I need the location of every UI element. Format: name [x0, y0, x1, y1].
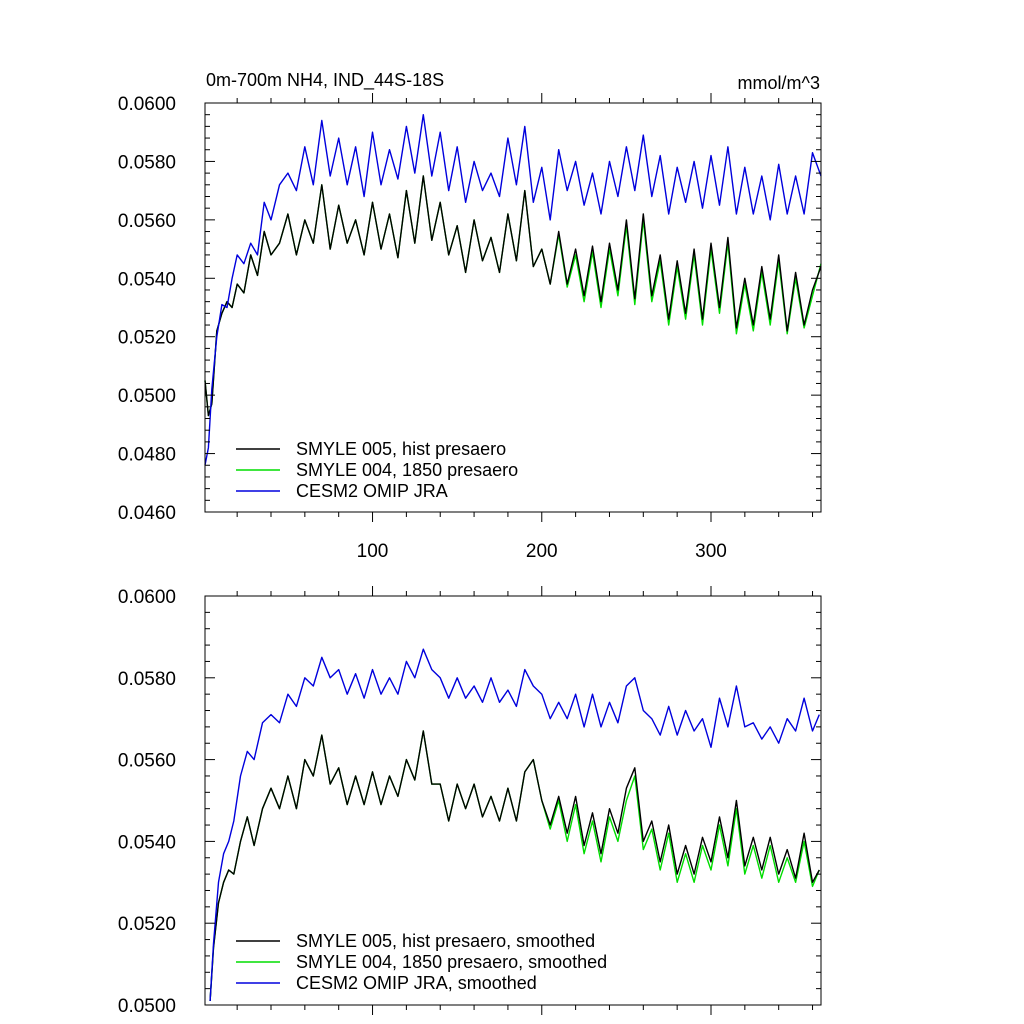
- series-line-omip: [204, 114, 822, 466]
- y-tick-label: 0.0580: [118, 669, 176, 690]
- plot-frame: [204, 595, 822, 1006]
- y-tick-label: 0.0500: [118, 386, 176, 407]
- y-tick-label: 0.0600: [118, 94, 176, 115]
- series-line-omip: [209, 648, 820, 1001]
- bottom-chart-panel: 0.0500 0.0520 0.0540 0.0560 0.0580 0.0600 SMY…: [118, 586, 822, 1017]
- legend-label: CESM2 OMIP JRA: [296, 481, 448, 501]
- y-tick-label: 0.0560: [118, 751, 176, 772]
- series-line-hist: [209, 730, 820, 1001]
- y-tick-label: 0.0540: [118, 269, 176, 290]
- x-tick-label: 300: [695, 541, 727, 562]
- legend-label: SMYLE 004, 1850 presaero, smoothed: [296, 952, 607, 972]
- legend-label: SMYLE 004, 1850 presaero: [296, 460, 518, 480]
- legend: SMYLE 005, hist presaero, smoothedSMYLE …: [236, 931, 607, 993]
- y-tick-label: 0.0560: [118, 211, 176, 232]
- y-tick-label: 0.0580: [118, 152, 176, 173]
- chart-title: 0m-700m NH4, IND_44S-18S: [206, 70, 444, 91]
- units-label: mmol/m^3: [738, 73, 820, 93]
- top-chart-panel: 0m-700m NH4, IND_44S-18S mmol/m^3 0.0460…: [118, 70, 822, 562]
- plot-frame: [204, 102, 822, 513]
- y-tick-label: 0.0520: [118, 328, 176, 349]
- y-tick-label: 0.0460: [118, 503, 176, 524]
- y-tick-label: 0.0600: [118, 587, 176, 608]
- y-tick-label: 0.0540: [118, 832, 176, 853]
- x-tick-label: 100: [357, 541, 389, 562]
- legend-label: SMYLE 005, hist presaero, smoothed: [296, 931, 595, 951]
- legend-label: SMYLE 005, hist presaero: [296, 439, 506, 459]
- y-tick-label: 0.0520: [118, 914, 176, 935]
- y-tick-label: 0.0500: [118, 996, 176, 1017]
- series-line-hist: [204, 175, 822, 417]
- x-tick-label: 200: [526, 541, 558, 562]
- legend-label: CESM2 OMIP JRA, smoothed: [296, 973, 537, 993]
- y-tick-label: 0.0480: [118, 445, 176, 466]
